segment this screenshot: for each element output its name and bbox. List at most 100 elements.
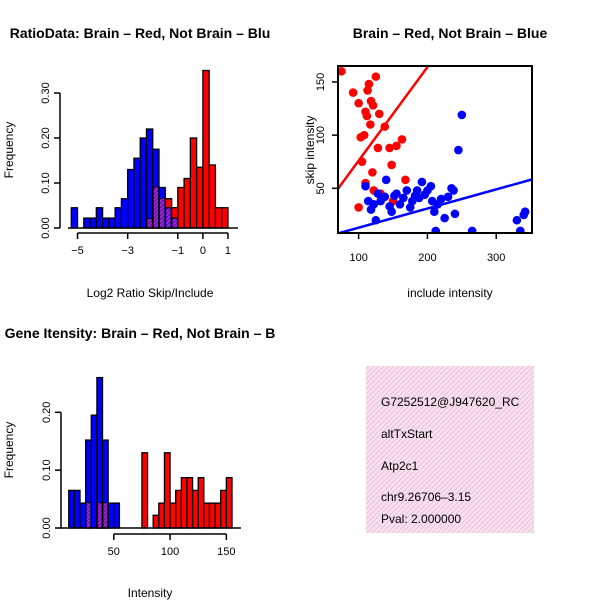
scatter-point-brain-13 xyxy=(368,101,378,110)
ratio-bar-overlap-1 xyxy=(153,187,159,228)
scatter-point-notbrain-29 xyxy=(436,194,446,204)
scatter-plot-area xyxy=(338,66,532,233)
intensity-bar-brain-12 xyxy=(197,477,205,529)
scatter-point-brain-23 xyxy=(397,135,407,144)
scatter-point-notbrain-8 xyxy=(381,175,391,185)
ratio-x-tick-label-4: 1 xyxy=(225,245,231,257)
scatter-title: Brain – Red, Not Brain – Blue xyxy=(353,25,548,41)
gene-name-label: Atp2c1 xyxy=(381,459,419,473)
scatter-point-brain-12 xyxy=(368,168,377,177)
ratio-bar-notbrain-4 xyxy=(101,217,110,229)
ratio-bar-brain-top-4 xyxy=(170,207,179,219)
ratio-bar-notbrain-2 xyxy=(89,217,97,229)
intensity-bar-brain-10 xyxy=(186,477,194,529)
scatter-fit-line-notbrain xyxy=(338,178,532,233)
scatter-frame xyxy=(337,65,533,234)
intensity-bar-brain-11 xyxy=(191,489,199,529)
scatter-y-tick-label-0: 50 xyxy=(315,182,327,194)
scatter-x-tick-label-2: 300 xyxy=(487,252,505,264)
intensity-bar-brain-17 xyxy=(225,477,233,529)
scatter-point-notbrain-35 xyxy=(454,145,463,155)
intensity-x-tick-label-0: 50 xyxy=(108,546,120,558)
ratio-bar-notbrain-3 xyxy=(95,207,104,229)
scatter-ylabel: skip intensity xyxy=(303,116,317,185)
ratio-bar-overlap-3 xyxy=(166,207,171,228)
scatter-point-notbrain-27 xyxy=(431,226,440,233)
ratio-bar-brain-7 xyxy=(189,137,198,229)
info-box-text-area: G7252512@J947620_RC altTxStart Atp2c1 ch… xyxy=(381,395,520,526)
ratio-bar-notbrain-8 xyxy=(127,168,135,229)
scatter-point-brain-7 xyxy=(362,111,372,121)
scatter-point-brain-25 xyxy=(354,203,363,212)
ratio-bar-notbrain-5 xyxy=(108,217,116,229)
scatter-xlabel: include intensity xyxy=(407,286,492,300)
ratio-bar-brain-6 xyxy=(183,177,192,229)
scatter-point-notbrain-41 xyxy=(520,207,530,217)
ratio-bar-notbrain-6 xyxy=(114,207,123,229)
ratio-bar-overlap-2 xyxy=(160,198,165,228)
ratio-bar-notbrain-9 xyxy=(133,157,141,229)
intensity-bar-brain-6 xyxy=(163,452,171,529)
scatter-point-brain-20 xyxy=(387,160,396,170)
scatter-point-notbrain-19 xyxy=(412,186,422,195)
scatter-point-notbrain-12 xyxy=(392,189,401,198)
intensity-y-tick-label-1: 0.10 xyxy=(41,459,53,480)
intensity-bar-brain-9 xyxy=(180,477,188,529)
scatter-point-brain-5 xyxy=(359,130,369,140)
ratio-bar-notbrain-1 xyxy=(83,217,91,229)
intensity-histogram-xlabel: Intensity xyxy=(128,586,173,600)
intensity-bar-notbrain-1 xyxy=(73,489,81,529)
intensity-bar-notbrain-0 xyxy=(68,489,76,529)
intensity-y-tick-label-2: 0.20 xyxy=(41,402,53,423)
ratio-bar-overlap-0 xyxy=(147,219,152,228)
intensity-bar-brain-13 xyxy=(203,502,211,529)
info-box-background xyxy=(366,366,534,533)
intensity-bar-brain-4 xyxy=(152,514,160,529)
ratio-histogram-ylabel: Frequency xyxy=(2,122,16,179)
ratio-histogram-panel: RatioData: Brain – Red, Not Brain – Blu … xyxy=(2,25,270,300)
ratio-histogram-title: RatioData: Brain – Red, Not Brain – Blu xyxy=(10,25,271,41)
intensity-bar-brain-15 xyxy=(214,502,222,529)
scatter-point-brain-19 xyxy=(385,143,394,153)
intensity-histogram-title: Gene Itensity: Brain – Red, Not Brain – … xyxy=(5,325,276,341)
intensity-bar-notbrain-2 xyxy=(79,502,87,529)
ratio-bar-brain-11 xyxy=(214,207,223,229)
scatter-point-brain-2 xyxy=(354,98,363,108)
scatter-point-notbrain-14 xyxy=(399,193,408,203)
scatter-point-notbrain-7 xyxy=(380,192,390,202)
scatter-point-notbrain-30 xyxy=(440,213,449,223)
scatter-point-notbrain-36 xyxy=(457,110,467,120)
ratio-x-tick-label-0: −5 xyxy=(71,245,84,257)
scatter-point-brain-8 xyxy=(363,86,372,95)
scatter-point-notbrain-10 xyxy=(387,207,396,217)
intensity-bar-overlap-0 xyxy=(86,503,91,528)
scatter-fit-line-brain xyxy=(338,66,430,190)
ratio-x-tick-label-2: −1 xyxy=(172,245,185,257)
ratio-y-tick-label-1: 0.10 xyxy=(40,172,52,193)
intensity-bar-brain-3 xyxy=(141,452,149,529)
scatter-x-tick-label-0: 100 xyxy=(349,252,367,264)
scatter-point-brain-24 xyxy=(401,175,410,185)
scatter-y-tick-label-2: 150 xyxy=(315,73,327,91)
scatter-point-notbrain-24 xyxy=(426,181,436,191)
scatter-point-brain-10 xyxy=(366,120,375,129)
intensity-histogram-ylabel: Frequency xyxy=(2,422,16,479)
scatter-point-brain-15 xyxy=(373,143,383,153)
intensity-y-tick-label-0: 0.00 xyxy=(41,517,53,538)
scatter-point-notbrain-33 xyxy=(449,186,458,195)
scatter-point-brain-0 xyxy=(338,67,346,76)
ratio-histogram-xlabel: Log2 Ratio Skip/Include xyxy=(87,286,214,300)
ratio-bar-brain-9 xyxy=(202,69,210,229)
scatter-point-brain-16 xyxy=(374,109,384,119)
intensity-x-tick-label-2: 150 xyxy=(217,546,235,558)
ratio-bar-brain-8 xyxy=(195,166,204,229)
scatter-point-brain-1 xyxy=(348,88,358,97)
scatter-point-notbrain-38 xyxy=(512,215,522,225)
ratio-x-tick-label-1: −3 xyxy=(121,245,134,257)
ratio-bar-notbrain-10 xyxy=(139,137,148,229)
ratio-y-tick-label-3: 0.30 xyxy=(40,82,52,103)
event-type-label: altTxStart xyxy=(381,427,433,441)
intensity-bar-notbrain-4 xyxy=(90,414,98,529)
scatter-point-notbrain-5 xyxy=(373,189,383,198)
